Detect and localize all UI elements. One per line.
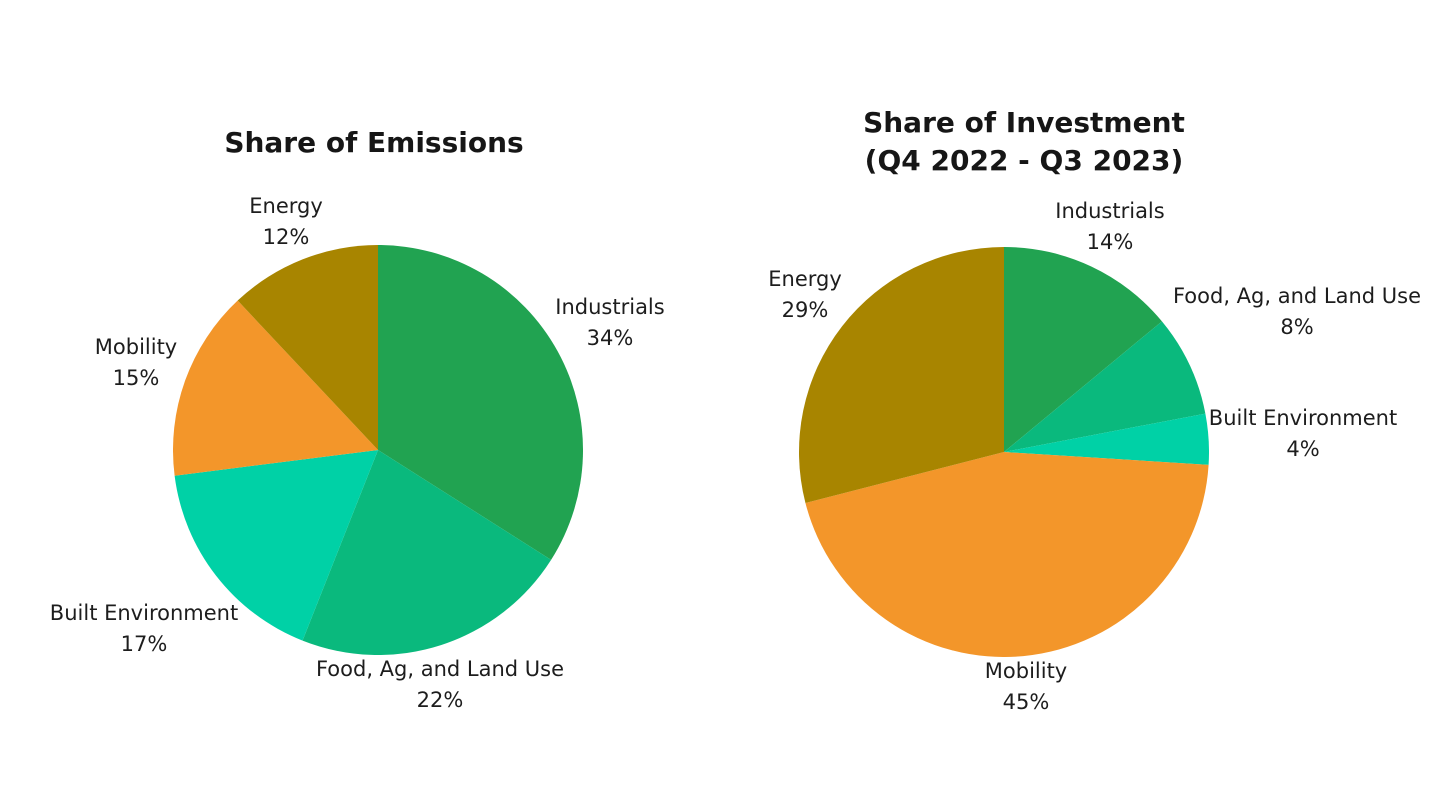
- slice-label-text: Mobility: [984, 659, 1068, 683]
- slice-label-text: Food, Ag, and Land Use: [315, 657, 565, 681]
- pie-slice-industrials: [1004, 247, 1162, 452]
- investment-label-food-ag-land-use: Food, Ag, and Land Use 8%: [1173, 281, 1421, 343]
- investment-chart-title-line2: (Q4 2022 - Q3 2023): [864, 144, 1184, 177]
- slice-label-text: Energy: [249, 194, 323, 218]
- slice-label-value: 8%: [1280, 315, 1314, 339]
- pie-slice-industrials: [378, 245, 583, 560]
- slice-label-text: Industrials: [555, 295, 665, 319]
- investment-chart-title-line1: Share of Investment: [863, 106, 1185, 139]
- emissions-label-food-ag-land-use: Food, Ag, and Land Use 22%: [316, 654, 564, 716]
- pie-slice-energy: [799, 247, 1004, 503]
- emissions-chart-title: Share of Emissions: [224, 126, 524, 159]
- slice-label-value: 15%: [112, 366, 160, 390]
- emissions-label-built-environment: Built Environment 17%: [50, 598, 238, 660]
- slice-label-text: Mobility: [94, 335, 178, 359]
- investment-pie: [799, 247, 1209, 657]
- investment-label-energy: Energy 29%: [768, 264, 842, 326]
- slice-label-value: 4%: [1286, 437, 1320, 461]
- slice-label-text: Food, Ag, and Land Use: [1172, 284, 1422, 308]
- slice-label-value: 22%: [416, 688, 464, 712]
- pie-slice-mobility: [805, 452, 1209, 657]
- pie-slice-food-ag-and-land-use: [1004, 321, 1206, 452]
- investment-chart-title: Share of Investment (Q4 2022 - Q3 2023): [863, 104, 1185, 180]
- slice-label-text: Built Environment: [49, 601, 239, 625]
- emissions-label-industrials: Industrials 34%: [555, 292, 664, 354]
- slice-label-value: 12%: [262, 225, 310, 249]
- slice-label-text: Built Environment: [1208, 406, 1398, 430]
- slice-label-value: 45%: [1002, 690, 1050, 714]
- slice-label-value: 17%: [120, 632, 168, 656]
- emissions-label-mobility: Mobility 15%: [95, 332, 177, 394]
- investment-label-industrials: Industrials 14%: [1055, 196, 1164, 258]
- emissions-label-energy: Energy 12%: [249, 191, 323, 253]
- slice-label-text: Energy: [768, 267, 842, 291]
- investment-label-built-environment: Built Environment 4%: [1209, 403, 1397, 465]
- pie-slice-mobility: [173, 300, 378, 476]
- investment-label-mobility: Mobility 45%: [985, 656, 1067, 718]
- slice-label-value: 29%: [781, 298, 829, 322]
- slice-label-value: 14%: [1086, 230, 1134, 254]
- emissions-pie: [173, 245, 583, 655]
- slice-label-text: Industrials: [1055, 199, 1165, 223]
- pie-slice-food-ag-and-land-use: [302, 450, 552, 655]
- pie-slice-built-environment: [174, 450, 378, 641]
- pie-slice-built-environment: [1004, 413, 1209, 465]
- pie-slice-energy: [237, 245, 378, 450]
- slice-label-value: 34%: [586, 326, 634, 350]
